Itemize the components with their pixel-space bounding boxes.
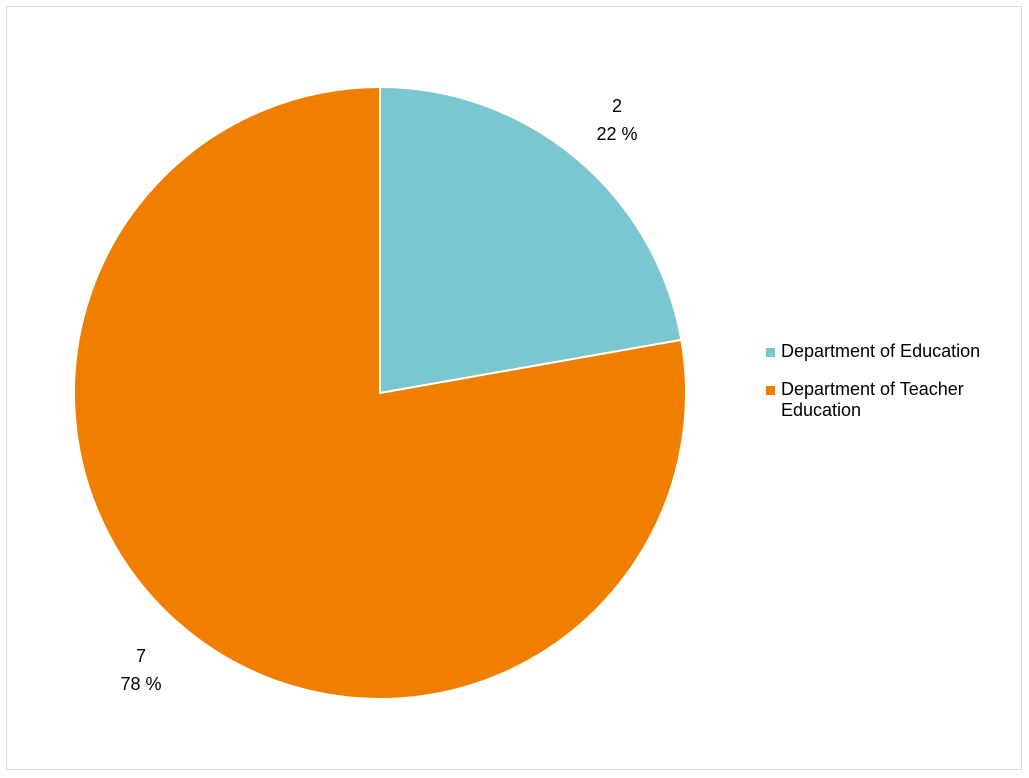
legend-swatch-teacher-education	[766, 386, 775, 395]
legend-item-teacher-education: Department of Teacher Education	[766, 379, 1026, 421]
legend: Department of Education Department of Te…	[766, 341, 1026, 438]
legend-swatch-education	[766, 348, 775, 357]
pie-slices	[73, 85, 687, 700]
slice-value-label-education: 2	[612, 96, 622, 116]
slice-percent-label-teacher-education: 78 %	[120, 674, 161, 694]
slice-percent-label-education: 22 %	[596, 124, 637, 144]
pie-slice-education	[379, 85, 683, 395]
data-labels: 2 22 % 7 78 %	[120, 96, 637, 694]
slice-value-label-teacher-education: 7	[136, 646, 146, 666]
legend-label-teacher-education: Department of Teacher Education	[781, 379, 964, 420]
pie-slice-teacher-education	[73, 85, 687, 700]
legend-item-education: Department of Education	[766, 341, 1026, 362]
legend-label-education: Department of Education	[781, 341, 981, 361]
